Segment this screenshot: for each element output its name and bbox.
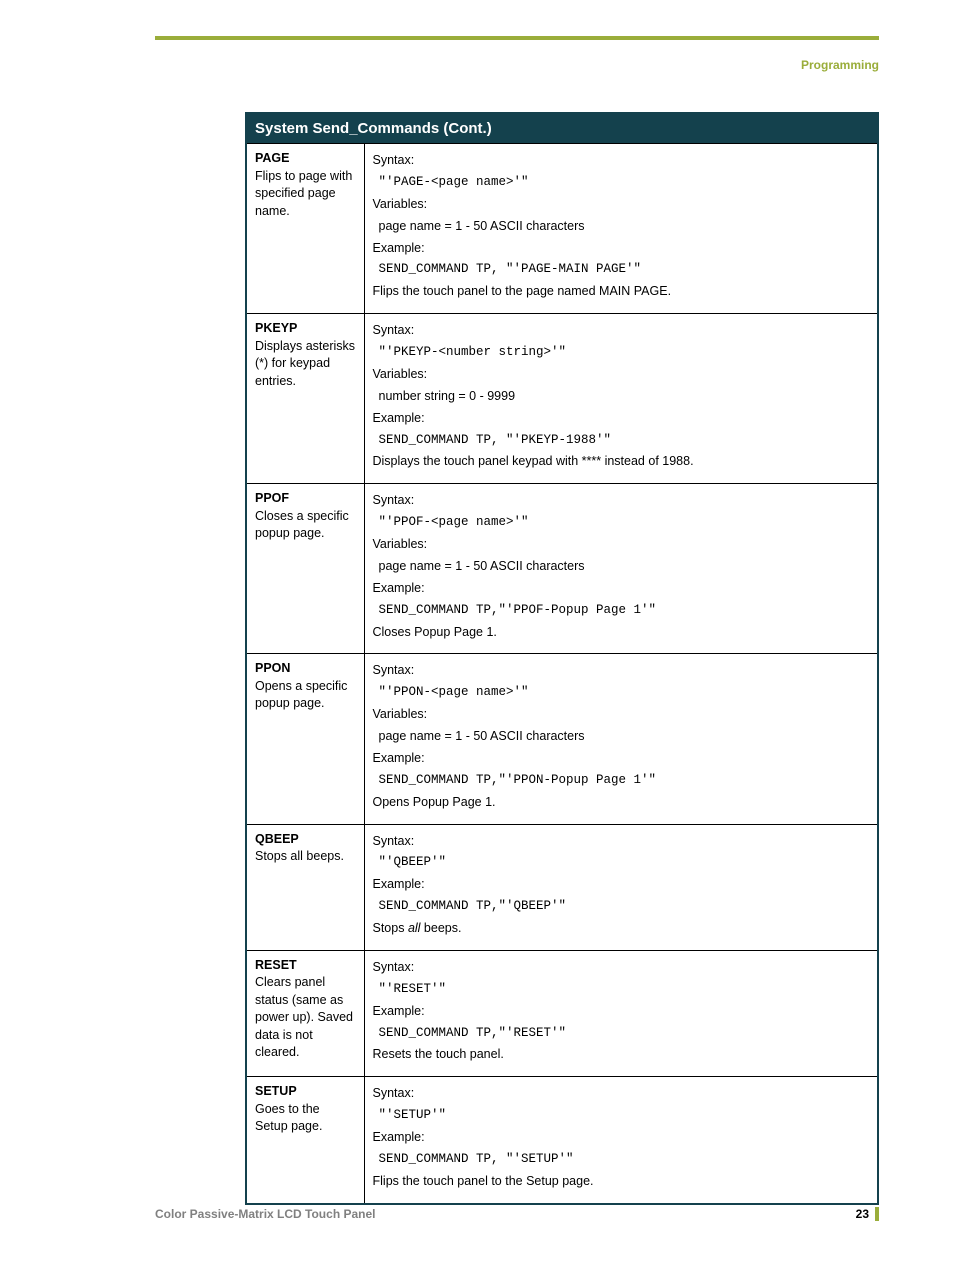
syntax-code: "'QBEEP'" <box>373 852 870 874</box>
command-name: QBEEP <box>255 832 299 846</box>
variables-text: page name = 1 - 50 ASCII characters <box>373 216 870 238</box>
variables-text: number string = 0 - 9999 <box>373 386 870 408</box>
syntax-label: Syntax: <box>373 660 870 682</box>
command-name: PAGE <box>255 151 290 165</box>
example-label: Example: <box>373 1127 870 1149</box>
result-prefix: Stops <box>373 921 408 935</box>
command-name: SETUP <box>255 1084 297 1098</box>
command-cell-right: Syntax: "'PPOF-<page name>'" Variables: … <box>364 484 878 654</box>
command-cell-left: PAGE Flips to page with specified page n… <box>246 144 364 314</box>
example-label: Example: <box>373 408 870 430</box>
command-name: RESET <box>255 958 297 972</box>
result-text: Displays the touch panel keypad with ***… <box>373 451 870 473</box>
example-code: SEND_COMMAND TP,"'PPOF-Popup Page 1'" <box>373 600 870 622</box>
result-text: Opens Popup Page 1. <box>373 792 870 814</box>
footer-page: 23 <box>856 1207 879 1221</box>
command-cell-right: Syntax: "'PKEYP-<number string>'" Variab… <box>364 314 878 484</box>
command-cell-left: QBEEP Stops all beeps. <box>246 824 364 950</box>
command-desc: Stops all beeps. <box>255 849 344 863</box>
command-cell-left: RESET Clears panel status (same as power… <box>246 950 364 1076</box>
syntax-label: Syntax: <box>373 320 870 342</box>
command-name: PKEYP <box>255 321 297 335</box>
syntax-label: Syntax: <box>373 150 870 172</box>
command-cell-right: Syntax: "'SETUP'" Example: SEND_COMMAND … <box>364 1077 878 1204</box>
example-code: SEND_COMMAND TP, "'SETUP'" <box>373 1149 870 1171</box>
command-cell-right: Syntax: "'QBEEP'" Example: SEND_COMMAND … <box>364 824 878 950</box>
syntax-code: "'PPOF-<page name>'" <box>373 512 870 534</box>
page-footer: Color Passive-Matrix LCD Touch Panel 23 <box>155 1207 879 1221</box>
example-code: SEND_COMMAND TP,"'PPON-Popup Page 1'" <box>373 770 870 792</box>
syntax-code: "'PKEYP-<number string>'" <box>373 342 870 364</box>
example-label: Example: <box>373 874 870 896</box>
footer-accent-bar <box>875 1207 879 1221</box>
result-italic: all <box>408 921 421 935</box>
example-label: Example: <box>373 578 870 600</box>
result-text: Flips the touch panel to the Setup page. <box>373 1171 870 1193</box>
top-accent-bar <box>155 36 879 40</box>
table-row: RESET Clears panel status (same as power… <box>246 950 878 1076</box>
command-cell-right: Syntax: "'PPON-<page name>'" Variables: … <box>364 654 878 824</box>
table-row: SETUP Goes to the Setup page. Syntax: "'… <box>246 1077 878 1204</box>
result-text: Resets the touch panel. <box>373 1044 870 1066</box>
commands-table: System Send_Commands (Cont.) PAGE Flips … <box>245 112 879 1205</box>
footer-title: Color Passive-Matrix LCD Touch Panel <box>155 1207 376 1221</box>
command-name: PPON <box>255 661 290 675</box>
command-desc: Displays asterisks (*) for keypad entrie… <box>255 339 355 388</box>
example-label: Example: <box>373 1001 870 1023</box>
table-row: PAGE Flips to page with specified page n… <box>246 144 878 314</box>
result-text: Closes Popup Page 1. <box>373 622 870 644</box>
example-code: SEND_COMMAND TP, "'PKEYP-1988'" <box>373 430 870 452</box>
page-number: 23 <box>856 1207 869 1221</box>
command-cell-left: PKEYP Displays asterisks (*) for keypad … <box>246 314 364 484</box>
example-label: Example: <box>373 238 870 260</box>
syntax-label: Syntax: <box>373 490 870 512</box>
command-cell-left: PPON Opens a specific popup page. <box>246 654 364 824</box>
command-desc: Flips to page with specified page name. <box>255 169 352 218</box>
table-row: QBEEP Stops all beeps. Syntax: "'QBEEP'"… <box>246 824 878 950</box>
variables-label: Variables: <box>373 364 870 386</box>
variables-label: Variables: <box>373 704 870 726</box>
syntax-code: "'PAGE-<page name>'" <box>373 172 870 194</box>
table-title: System Send_Commands (Cont.) <box>246 113 878 144</box>
variables-label: Variables: <box>373 194 870 216</box>
command-cell-left: SETUP Goes to the Setup page. <box>246 1077 364 1204</box>
result-text: Flips the touch panel to the page named … <box>373 281 870 303</box>
syntax-label: Syntax: <box>373 957 870 979</box>
variables-text: page name = 1 - 50 ASCII characters <box>373 556 870 578</box>
command-desc: Clears panel status (same as power up). … <box>255 975 353 1059</box>
table-row: PPOF Closes a specific popup page. Synta… <box>246 484 878 654</box>
syntax-label: Syntax: <box>373 1083 870 1105</box>
table-row: PKEYP Displays asterisks (*) for keypad … <box>246 314 878 484</box>
command-desc: Closes a specific popup page. <box>255 509 349 541</box>
command-cell-left: PPOF Closes a specific popup page. <box>246 484 364 654</box>
example-code: SEND_COMMAND TP,"'RESET'" <box>373 1023 870 1045</box>
command-desc: Opens a specific popup page. <box>255 679 347 711</box>
syntax-code: "'PPON-<page name>'" <box>373 682 870 704</box>
syntax-code: "'SETUP'" <box>373 1105 870 1127</box>
example-label: Example: <box>373 748 870 770</box>
syntax-label: Syntax: <box>373 831 870 853</box>
syntax-code: "'RESET'" <box>373 979 870 1001</box>
example-code: SEND_COMMAND TP,"'QBEEP'" <box>373 896 870 918</box>
example-code: SEND_COMMAND TP, "'PAGE-MAIN PAGE'" <box>373 259 870 281</box>
command-name: PPOF <box>255 491 289 505</box>
command-cell-right: Syntax: "'PAGE-<page name>'" Variables: … <box>364 144 878 314</box>
command-desc: Goes to the Setup page. <box>255 1102 322 1134</box>
variables-text: page name = 1 - 50 ASCII characters <box>373 726 870 748</box>
variables-label: Variables: <box>373 534 870 556</box>
section-header: Programming <box>155 58 879 72</box>
command-cell-right: Syntax: "'RESET'" Example: SEND_COMMAND … <box>364 950 878 1076</box>
result-text: Stops all beeps. <box>373 918 870 940</box>
table-row: PPON Opens a specific popup page. Syntax… <box>246 654 878 824</box>
result-suffix: beeps. <box>420 921 461 935</box>
